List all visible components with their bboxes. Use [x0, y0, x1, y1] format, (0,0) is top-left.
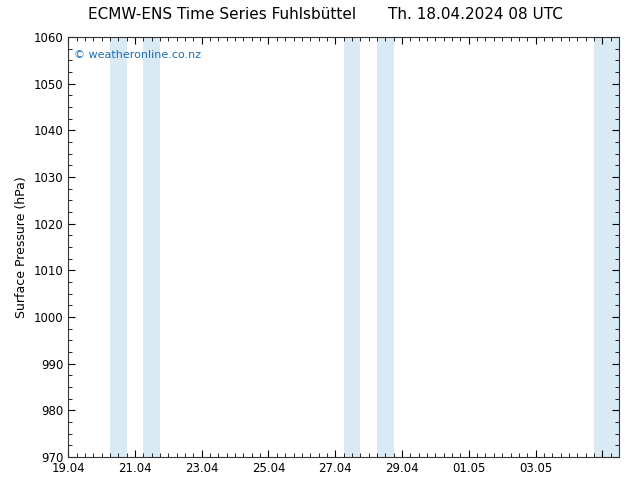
Text: ECMW-ENS Time Series Fuhlsbüttel: ECMW-ENS Time Series Fuhlsbüttel	[88, 7, 356, 23]
Text: © weatheronline.co.nz: © weatheronline.co.nz	[74, 50, 201, 60]
Y-axis label: Surface Pressure (hPa): Surface Pressure (hPa)	[15, 176, 28, 318]
Text: Th. 18.04.2024 08 UTC: Th. 18.04.2024 08 UTC	[388, 7, 563, 23]
Bar	[594, 37, 619, 457]
Bar	[377, 37, 394, 457]
Bar	[344, 37, 360, 457]
Bar	[143, 37, 160, 457]
Bar	[110, 37, 127, 457]
